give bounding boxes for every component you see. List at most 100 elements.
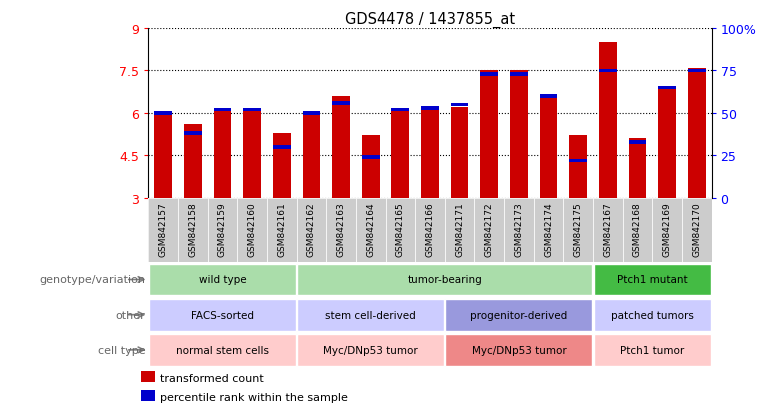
Bar — [141, 371, 155, 382]
Text: GSM842161: GSM842161 — [277, 202, 286, 256]
Bar — [361, 156, 380, 159]
Bar — [267, 198, 297, 262]
Text: normal stem cells: normal stem cells — [176, 345, 269, 355]
Bar — [540, 95, 557, 98]
Text: GSM842173: GSM842173 — [514, 202, 524, 256]
Bar — [273, 133, 291, 198]
FancyBboxPatch shape — [594, 299, 711, 331]
FancyBboxPatch shape — [298, 299, 444, 331]
Title: GDS4478 / 1437855_at: GDS4478 / 1437855_at — [345, 12, 515, 28]
Bar — [303, 112, 320, 115]
Bar — [332, 97, 350, 198]
Bar — [154, 114, 172, 198]
Text: genotype/variation: genotype/variation — [40, 275, 145, 285]
Bar — [421, 107, 439, 110]
Bar — [682, 198, 712, 262]
Bar — [533, 198, 563, 262]
Bar — [421, 111, 439, 198]
Bar — [244, 108, 261, 112]
Text: Ptch1 mutant: Ptch1 mutant — [617, 275, 688, 285]
Bar — [184, 125, 202, 198]
Text: GSM842169: GSM842169 — [663, 202, 671, 256]
Text: Ptch1 tumor: Ptch1 tumor — [620, 345, 684, 355]
Bar — [237, 198, 267, 262]
Text: Myc/DNp53 tumor: Myc/DNp53 tumor — [323, 345, 418, 355]
Bar — [599, 69, 616, 73]
Text: GSM842163: GSM842163 — [336, 202, 345, 256]
Bar — [540, 97, 557, 198]
Text: GSM842172: GSM842172 — [485, 202, 494, 256]
Bar — [622, 198, 652, 262]
FancyBboxPatch shape — [445, 299, 592, 331]
FancyBboxPatch shape — [594, 264, 711, 296]
Text: GSM842162: GSM842162 — [307, 202, 316, 256]
Text: GSM842158: GSM842158 — [189, 202, 197, 256]
Bar — [214, 108, 231, 112]
Bar — [688, 69, 705, 73]
Text: GSM842174: GSM842174 — [544, 202, 553, 256]
Bar — [391, 108, 409, 112]
Bar — [474, 198, 504, 262]
Bar — [208, 198, 237, 262]
Text: GSM842164: GSM842164 — [366, 202, 375, 256]
Bar — [480, 73, 498, 76]
FancyBboxPatch shape — [298, 264, 592, 296]
Bar — [652, 198, 682, 262]
Bar — [416, 198, 444, 262]
Bar — [178, 198, 208, 262]
Text: GSM842159: GSM842159 — [218, 202, 227, 256]
Text: transformed count: transformed count — [161, 373, 264, 383]
Text: Myc/DNp53 tumor: Myc/DNp53 tumor — [472, 345, 566, 355]
Bar — [184, 132, 202, 136]
Bar — [593, 198, 622, 262]
FancyBboxPatch shape — [298, 334, 444, 366]
Text: GSM842168: GSM842168 — [633, 202, 642, 256]
Bar — [629, 139, 646, 198]
Bar — [658, 86, 676, 90]
Bar — [629, 140, 646, 144]
Bar — [510, 71, 528, 198]
FancyBboxPatch shape — [149, 299, 296, 331]
Bar — [244, 112, 261, 198]
FancyBboxPatch shape — [149, 264, 296, 296]
Bar — [148, 198, 178, 262]
Text: FACS-sorted: FACS-sorted — [191, 310, 254, 320]
Bar — [563, 198, 593, 262]
Bar — [297, 198, 326, 262]
Text: percentile rank within the sample: percentile rank within the sample — [161, 392, 349, 401]
Bar — [391, 111, 409, 198]
Text: GSM842165: GSM842165 — [396, 202, 405, 256]
Bar — [599, 43, 616, 198]
Bar — [504, 198, 533, 262]
Bar — [361, 136, 380, 198]
FancyBboxPatch shape — [445, 334, 592, 366]
Text: GSM842157: GSM842157 — [159, 202, 167, 256]
Bar — [356, 198, 386, 262]
Text: GSM842160: GSM842160 — [247, 202, 256, 256]
FancyBboxPatch shape — [149, 334, 296, 366]
Bar — [688, 69, 705, 198]
Text: tumor-bearing: tumor-bearing — [407, 275, 482, 285]
Bar — [451, 108, 469, 198]
Bar — [444, 198, 474, 262]
Bar — [141, 390, 155, 401]
Text: GSM842170: GSM842170 — [693, 202, 701, 256]
Bar — [214, 111, 231, 198]
Bar — [510, 73, 528, 76]
Bar — [569, 159, 587, 163]
Text: GSM842167: GSM842167 — [603, 202, 613, 256]
Bar — [332, 102, 350, 105]
Bar — [569, 136, 587, 198]
Text: GSM842171: GSM842171 — [455, 202, 464, 256]
Bar — [386, 198, 416, 262]
Text: GSM842166: GSM842166 — [425, 202, 435, 256]
Bar — [326, 198, 356, 262]
Bar — [658, 88, 676, 198]
Text: patched tumors: patched tumors — [611, 310, 694, 320]
Text: stem cell-derived: stem cell-derived — [325, 310, 416, 320]
Bar — [303, 112, 320, 198]
Bar — [480, 71, 498, 198]
Text: other: other — [116, 310, 145, 320]
Text: progenitor-derived: progenitor-derived — [470, 310, 568, 320]
FancyBboxPatch shape — [594, 334, 711, 366]
